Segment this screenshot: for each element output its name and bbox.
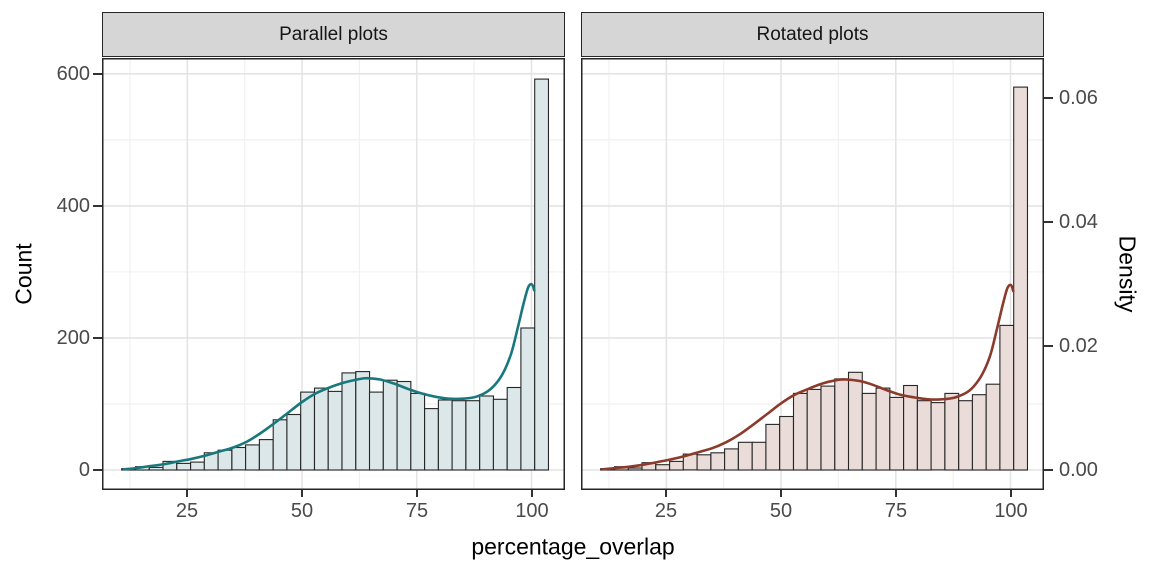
density-tick-label: 0.04 xyxy=(1059,211,1098,233)
x-tick-label: 100 xyxy=(515,500,549,522)
histogram-bar xyxy=(479,395,495,471)
x-tick-label: 50 xyxy=(290,500,314,522)
histogram-bar xyxy=(971,394,987,471)
histogram-bar xyxy=(451,400,467,471)
histogram-bar xyxy=(751,441,767,471)
histogram-bar xyxy=(355,371,371,471)
histogram-bar xyxy=(231,446,247,471)
y-tick-label: 0 xyxy=(78,459,90,481)
y-tick-label: 200 xyxy=(56,327,90,349)
y-tick-label: 600 xyxy=(56,63,90,85)
histogram-bar xyxy=(465,400,481,471)
panel-border xyxy=(102,58,565,490)
x-tick-mark xyxy=(531,490,533,497)
histogram-bar xyxy=(627,467,643,471)
histogram-bar xyxy=(765,423,781,471)
x-tick-mark xyxy=(186,490,188,497)
x-tick-label: 75 xyxy=(884,500,908,522)
histogram-bar xyxy=(1013,86,1029,471)
density-tick-label: 0.00 xyxy=(1059,459,1098,481)
density-tick-mark xyxy=(1044,221,1053,223)
histogram-bar xyxy=(916,400,932,471)
histogram-bar xyxy=(737,441,753,471)
density-tick-label: 0.02 xyxy=(1059,335,1098,357)
histogram-bar xyxy=(792,392,808,471)
y-tick-mark xyxy=(93,469,102,471)
density-curve xyxy=(601,283,1015,471)
histogram-bar xyxy=(217,449,233,471)
histogram-bar xyxy=(958,400,974,471)
panel-parallel-plots xyxy=(102,58,565,490)
facet-strip-label: Rotated plots xyxy=(756,23,869,45)
histogram-bar xyxy=(148,466,164,471)
histogram-bar xyxy=(258,439,274,471)
facet-strip-rotated: Rotated plots xyxy=(581,12,1044,57)
density-curve xyxy=(122,282,536,471)
facet-strip-label: Parallel plots xyxy=(279,23,388,45)
y-tick-mark xyxy=(93,73,102,75)
histogram-bar xyxy=(834,378,850,471)
x-tick-mark xyxy=(780,490,782,497)
histogram-bar xyxy=(655,464,671,471)
histogram-bar xyxy=(847,371,863,471)
histogram-bar xyxy=(424,408,439,471)
histogram-bar xyxy=(930,402,946,471)
x-tick-mark xyxy=(1010,490,1012,497)
x-tick-label: 25 xyxy=(654,500,678,522)
density-tick-mark xyxy=(1044,97,1053,99)
histogram-bar xyxy=(534,78,550,471)
y-tick-label: 400 xyxy=(56,195,90,217)
histogram-bar xyxy=(396,380,412,471)
histogram-bar xyxy=(985,383,1001,471)
x-axis-title: percentage_overlap xyxy=(471,533,675,560)
histogram-bar xyxy=(368,391,384,471)
x-tick-mark xyxy=(416,490,418,497)
histogram-bar xyxy=(506,386,522,471)
histogram-bar xyxy=(875,387,891,471)
y-tick-mark xyxy=(93,205,102,207)
histogram-bar xyxy=(999,324,1015,471)
density-tick-mark xyxy=(1044,345,1053,347)
left-axis-title: Count xyxy=(10,243,37,305)
histogram-bar xyxy=(300,391,316,471)
y-tick-mark xyxy=(93,337,102,339)
histogram-bar xyxy=(779,415,795,471)
histogram-bar xyxy=(861,392,877,471)
panel-border xyxy=(581,58,1044,490)
histogram-bar xyxy=(944,392,960,471)
x-tick-label: 100 xyxy=(994,500,1028,522)
density-tick-mark xyxy=(1044,469,1053,471)
histogram-bar xyxy=(382,379,398,471)
x-tick-mark xyxy=(895,490,897,497)
histogram-bar xyxy=(176,462,192,471)
histogram-bar xyxy=(820,385,836,471)
histogram-bar xyxy=(190,461,205,471)
panel-rotated-plots xyxy=(581,58,1044,490)
histogram-bar xyxy=(313,387,329,471)
histogram-bar xyxy=(410,392,426,471)
histogram-bar xyxy=(327,390,343,471)
density-tick-label: 0.06 xyxy=(1059,87,1098,109)
histogram-bar xyxy=(696,454,712,471)
histogram-bar xyxy=(889,396,905,471)
x-tick-mark xyxy=(301,490,303,497)
histogram-bar xyxy=(724,448,739,471)
histogram-bar xyxy=(669,460,684,471)
histogram-bar xyxy=(520,327,536,471)
x-tick-label: 50 xyxy=(769,500,793,522)
right-axis-title: Density xyxy=(1114,235,1141,313)
histogram-bar xyxy=(710,452,726,471)
facet-strip-parallel: Parallel plots xyxy=(102,12,565,57)
histogram-bar xyxy=(341,372,357,471)
histogram-bar xyxy=(492,398,508,471)
x-tick-mark xyxy=(665,490,667,497)
histogram-bar xyxy=(437,399,453,471)
histogram-bar xyxy=(286,413,302,471)
histogram-bar xyxy=(806,388,822,471)
histogram-bar xyxy=(245,444,260,471)
x-tick-label: 75 xyxy=(405,500,429,522)
histogram-bar xyxy=(272,419,288,471)
x-tick-label: 25 xyxy=(175,500,199,522)
